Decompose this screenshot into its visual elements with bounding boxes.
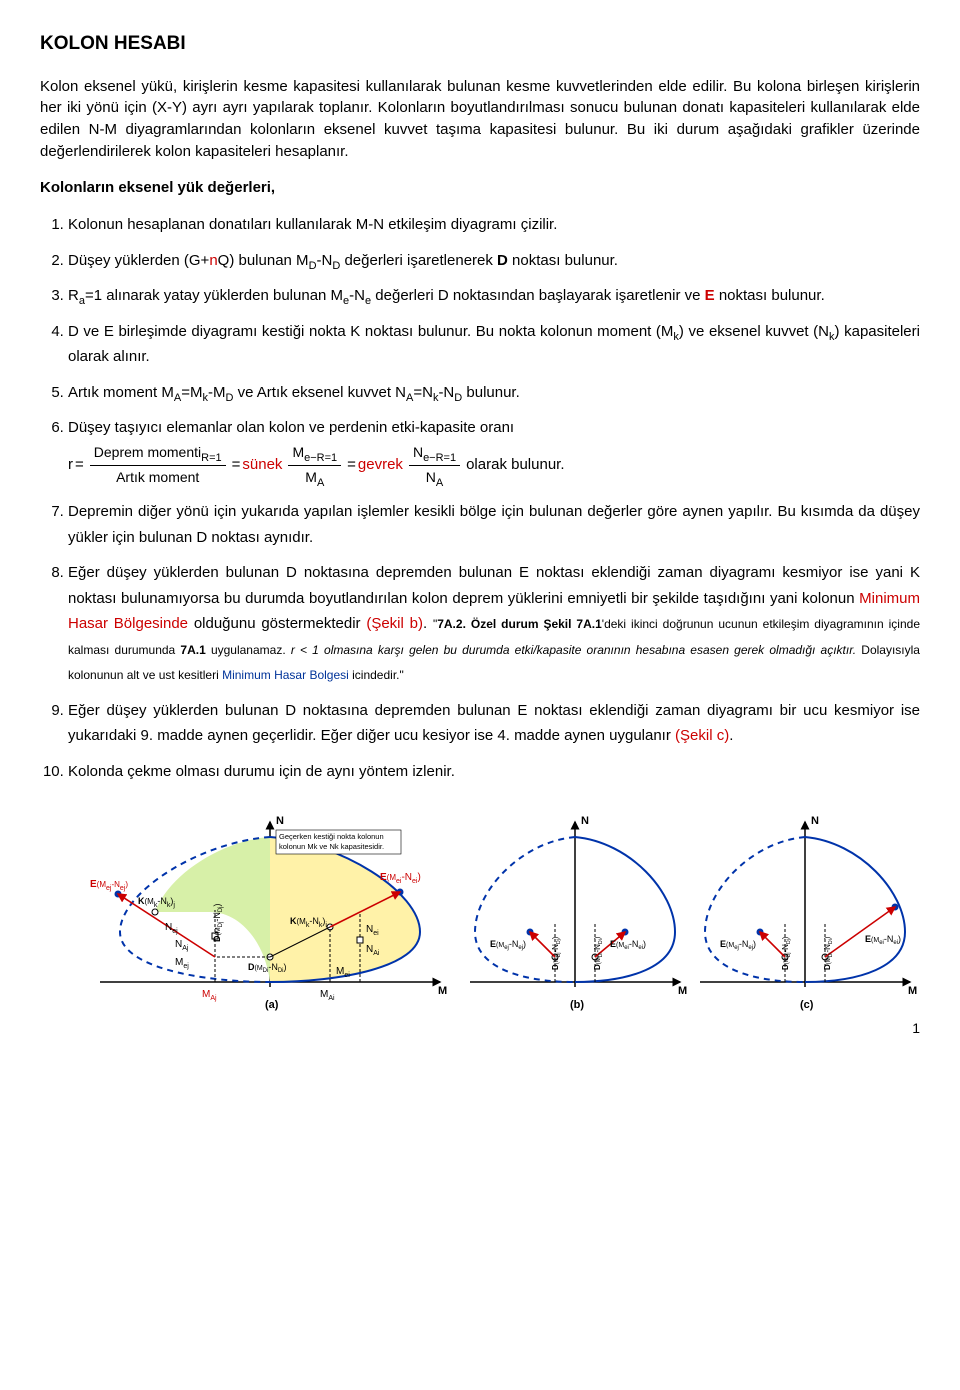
svg-text:M: M: [678, 985, 687, 997]
list-item: D ve E birleşimde diyagramı kestiği nokt…: [68, 319, 920, 370]
svg-text:D(MDj-NDj): D(MDj-NDj): [781, 937, 792, 971]
list-item: Düşey yüklerden (G+nQ) bulunan MD-ND değ…: [68, 248, 920, 274]
list-item: Kolonun hesaplanan donatıları kullanılar…: [68, 212, 920, 238]
svg-text:E(Mej-Nej): E(Mej-Nej): [720, 939, 756, 951]
svg-text:(b): (b): [570, 999, 584, 1011]
svg-text:MAi: MAi: [320, 989, 335, 1002]
list-item: Kolonda çekme olması durumu için de aynı…: [68, 759, 920, 785]
svg-text:K(Mk-Nk)j: K(Mk-Nk)j: [138, 896, 175, 909]
subheading: Kolonların eksenel yük değerleri,: [40, 177, 920, 199]
list-item: Depremin diğer yönü için yukarıda yapıla…: [68, 499, 920, 550]
svg-text:M: M: [908, 985, 917, 997]
list-item: Ra=1 alınarak yatay yüklerden bulunan Me…: [68, 283, 920, 309]
svg-text:(c): (c): [800, 999, 814, 1011]
svg-text:(a): (a): [265, 999, 279, 1011]
list-item: Eğer düşey yüklerden bulunan D noktasına…: [68, 560, 920, 688]
svg-text:NAj: NAj: [175, 939, 189, 952]
list-item: Eğer düşey yüklerden bulunan D noktasına…: [68, 698, 920, 749]
page-number: 1: [40, 1018, 920, 1038]
svg-text:N: N: [276, 815, 284, 827]
svg-text:E(Mej-Nej): E(Mej-Nej): [90, 879, 128, 892]
svg-text:E(Mej-Nej): E(Mej-Nej): [490, 939, 526, 951]
intro-paragraph: Kolon eksenel yükü, kirişlerin kesme kap…: [40, 76, 920, 163]
svg-text:Mej: Mej: [175, 957, 189, 970]
svg-text:Nej: Nej: [165, 922, 178, 935]
page-title: KOLON HESABI: [40, 30, 920, 58]
svg-text:M: M: [438, 985, 447, 997]
svg-text:N: N: [811, 815, 819, 827]
equation: r = Deprem momentiR=1 Artık moment = sün…: [68, 441, 565, 490]
svg-text:kolonun Mk ve Nk kapasitesidir: kolonun Mk ve Nk kapasitesidir.: [279, 842, 384, 851]
svg-text:N: N: [581, 815, 589, 827]
interaction-diagram-figure: N M Geçerken kestiği nokta kolonun kolon…: [40, 802, 920, 1012]
svg-text:E(Mei-Nei): E(Mei-Nei): [610, 939, 646, 951]
svg-text:D(MDj-NDj): D(MDj-NDj): [551, 937, 562, 971]
svg-text:Geçerken kestiği nokta kolonun: Geçerken kestiği nokta kolonun: [279, 832, 384, 841]
list-item: Artık moment MA=Mk-MD ve Artık eksenel k…: [68, 380, 920, 406]
svg-text:E(Mei-Nei): E(Mei-Nei): [865, 934, 901, 946]
svg-text:MAj: MAj: [202, 989, 217, 1002]
procedure-list: Kolonun hesaplanan donatıları kullanılar…: [40, 212, 920, 784]
list-item: Düşey taşıyıcı elemanlar olan kolon ve p…: [68, 415, 920, 489]
